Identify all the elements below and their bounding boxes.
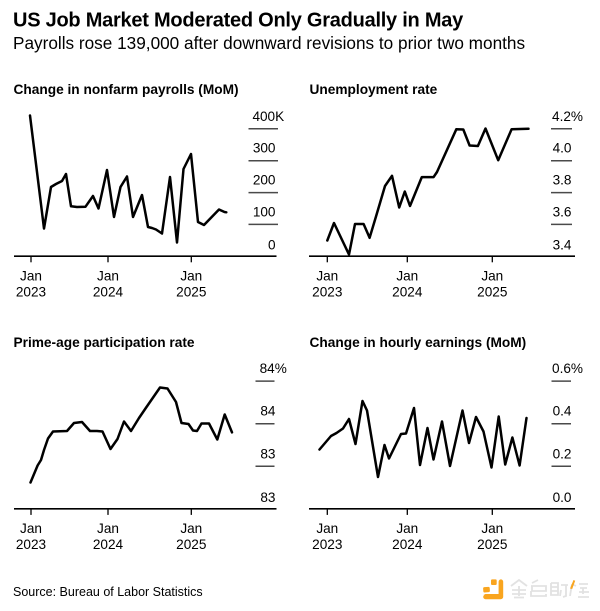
svg-text:2024: 2024 (392, 285, 423, 300)
svg-text:2023: 2023 (16, 537, 46, 552)
svg-text:2025: 2025 (176, 285, 206, 300)
svg-text:2024: 2024 (93, 537, 124, 552)
svg-text:Jan: Jan (316, 269, 338, 284)
svg-text:3.4: 3.4 (553, 237, 572, 252)
svg-text:2023: 2023 (312, 537, 342, 552)
svg-text:0: 0 (268, 237, 276, 252)
svg-text:Jan: Jan (481, 521, 503, 536)
svg-text:Source: Bureau of Labor Statis: Source: Bureau of Labor Statistics (13, 585, 203, 599)
svg-text:2024: 2024 (93, 285, 124, 300)
svg-text:Prime-age participation rate: Prime-age participation rate (14, 335, 195, 350)
svg-text:300: 300 (253, 141, 276, 156)
svg-text:Jan: Jan (396, 521, 418, 536)
svg-text:0.6%: 0.6% (552, 361, 583, 376)
svg-text:2025: 2025 (477, 537, 507, 552)
svg-text:Change in hourly earnings (MoM: Change in hourly earnings (MoM) (310, 335, 527, 350)
svg-text:Jan: Jan (20, 521, 42, 536)
svg-text:400K: 400K (252, 109, 284, 124)
svg-text:2023: 2023 (312, 285, 342, 300)
svg-text:Jan: Jan (97, 521, 119, 536)
svg-text:0.2: 0.2 (553, 446, 572, 461)
svg-text:2024: 2024 (392, 537, 423, 552)
svg-text:0.0: 0.0 (553, 490, 572, 505)
svg-text:200: 200 (253, 173, 276, 188)
svg-text:Change in nonfarm payrolls (Mo: Change in nonfarm payrolls (MoM) (14, 82, 239, 97)
svg-text:US Job Market Moderated Only G: US Job Market Moderated Only Gradually i… (13, 10, 464, 32)
svg-text:Payrolls rose 139,000 after do: Payrolls rose 139,000 after downward rev… (13, 33, 525, 53)
svg-text:Jan: Jan (396, 269, 418, 284)
svg-text:2025: 2025 (477, 285, 507, 300)
svg-text:Unemployment rate: Unemployment rate (310, 82, 438, 97)
svg-text:84: 84 (260, 404, 276, 419)
svg-text:Jan: Jan (180, 521, 202, 536)
svg-text:Jan: Jan (481, 269, 503, 284)
svg-text:2025: 2025 (176, 537, 206, 552)
svg-text:4.2%: 4.2% (552, 109, 583, 124)
svg-text:3.8: 3.8 (553, 173, 572, 188)
svg-text:3.6: 3.6 (553, 204, 572, 219)
svg-text:83: 83 (260, 490, 275, 505)
svg-text:0.4: 0.4 (553, 404, 572, 419)
svg-text:Jan: Jan (97, 269, 119, 284)
svg-text:Jan: Jan (180, 269, 202, 284)
svg-text:83: 83 (260, 446, 275, 461)
svg-text:Jan: Jan (316, 521, 338, 536)
svg-text:Jan: Jan (20, 269, 42, 284)
svg-text:100: 100 (253, 204, 276, 219)
svg-text:84%: 84% (260, 361, 287, 376)
svg-text:2023: 2023 (16, 285, 46, 300)
svg-text:4.0: 4.0 (553, 141, 572, 156)
